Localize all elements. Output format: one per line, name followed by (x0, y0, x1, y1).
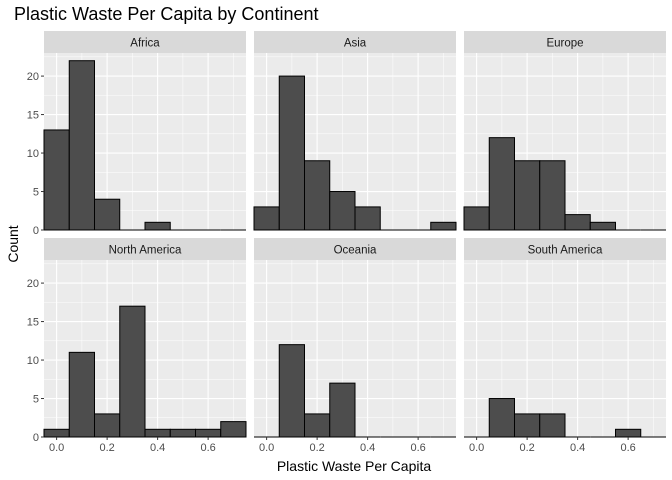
x-tick-label: 0.2 (99, 442, 114, 454)
facet-strip (254, 31, 456, 53)
y-tick-label: 15 (27, 110, 39, 122)
histogram-bar (488, 398, 515, 438)
facet-strip (254, 238, 456, 260)
y-tick-label: 5 (33, 394, 39, 406)
facet-strip-label: Asia (344, 38, 367, 50)
facet-strip (464, 238, 666, 260)
histogram-bar (514, 413, 541, 438)
y-tick-label: 10 (27, 355, 39, 367)
chart-title: Plastic Waste Per Capita by Continent (14, 4, 318, 24)
histogram-bar (144, 221, 171, 231)
facet-strip (44, 238, 246, 260)
histogram-bar (304, 413, 331, 438)
histogram-bar (615, 428, 642, 438)
facet-strip-label: North America (109, 245, 182, 257)
facet-panel: Oceania 0.0 0.2 0.4 0.6 (254, 238, 456, 454)
histogram-bar (329, 382, 356, 438)
x-tick-label: 0.6 (410, 442, 425, 454)
x-tick-label: 0.0 (469, 442, 484, 454)
facet-panel: Europe (463, 31, 666, 231)
histogram-bar (304, 160, 331, 231)
histogram-bar (430, 221, 457, 231)
histogram-bar (94, 413, 121, 438)
y-tick-label: 0 (33, 225, 39, 237)
histogram-bar (564, 214, 591, 231)
facet-strip-label: Africa (130, 38, 160, 50)
x-tick-label: 0.0 (49, 442, 64, 454)
histogram-bar (589, 221, 616, 231)
histogram-bar (43, 428, 70, 438)
x-tick-label: 0.0 (259, 442, 274, 454)
histogram-bar (220, 421, 247, 438)
facet-panels: Africa 0 5 10 15 20 Asia Europe North America 0 5 1… (27, 31, 666, 454)
histogram-bar (68, 351, 95, 438)
histogram-bar (144, 428, 171, 438)
facet-panel: North America 0 5 10 15 20 0.0 0.2 0.4 0.6 (27, 238, 247, 454)
facet-strip-label: Oceania (334, 245, 377, 257)
histogram-bar (539, 413, 566, 438)
facet-strip (44, 31, 246, 53)
facet-panel: Africa 0 5 10 15 20 (27, 31, 246, 237)
facet-strip-label: South America (528, 245, 603, 257)
histogram-bar (514, 160, 541, 231)
x-tick-label: 0.6 (200, 442, 215, 454)
facet-strip-label: Europe (546, 38, 583, 50)
x-tick-label: 0.2 (519, 442, 534, 454)
histogram-bar (119, 305, 146, 438)
histogram-bar (169, 428, 196, 438)
y-tick-label: 10 (27, 148, 39, 160)
facet-panel: South America 0.0 0.2 0.4 0.6 (464, 238, 666, 454)
y-tick-label: 20 (27, 278, 39, 290)
x-tick-label: 0.2 (309, 442, 324, 454)
histogram-bar (253, 206, 280, 231)
histogram-bar (539, 160, 566, 231)
x-tick-label: 0.4 (570, 442, 585, 454)
y-tick-label: 15 (27, 317, 39, 329)
y-tick-label: 20 (27, 71, 39, 83)
facet-panel: Asia (253, 31, 457, 231)
x-axis-title: Plastic Waste Per Capita (277, 458, 432, 474)
x-tick-label: 0.4 (360, 442, 375, 454)
histogram-bar (278, 344, 305, 438)
histogram-bar (68, 60, 95, 231)
histogram-bar (43, 129, 70, 231)
histogram-bar (94, 198, 121, 231)
x-tick-label: 0.6 (620, 442, 635, 454)
histogram-bar (195, 428, 222, 438)
histogram-bar (329, 191, 356, 231)
histogram-bar (463, 206, 490, 231)
y-axis-title: Count (5, 225, 21, 262)
histogram-bar (354, 206, 381, 231)
y-tick-label: 5 (33, 187, 39, 199)
y-tick-label: 0 (33, 432, 39, 444)
histogram-bar (278, 75, 305, 231)
histogram-bar (488, 137, 515, 231)
x-tick-label: 0.4 (150, 442, 165, 454)
facet-strip (464, 31, 666, 53)
